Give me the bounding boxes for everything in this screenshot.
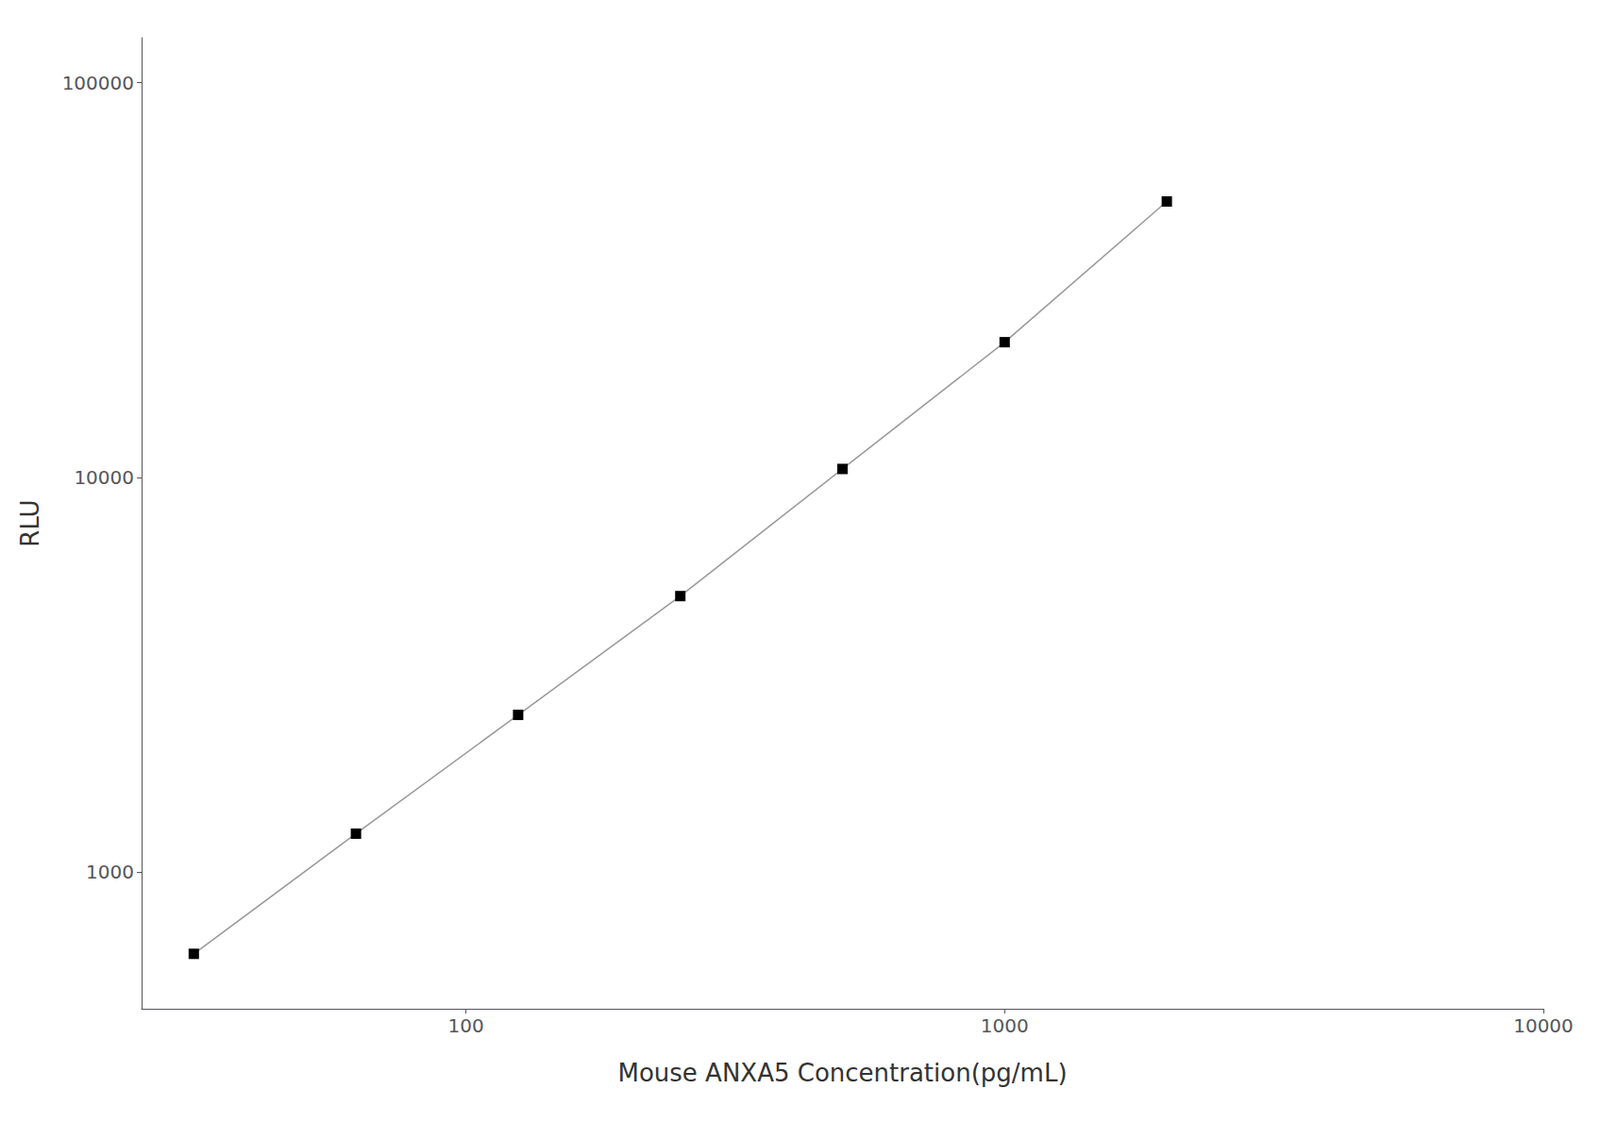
svg-text:1000: 1000 [85, 860, 135, 884]
svg-text:100: 100 [448, 1014, 485, 1038]
svg-text:10000: 10000 [73, 466, 135, 489]
svg-text:RLU: RLU [16, 499, 45, 547]
svg-text:Mouse ANXA5 Concentration(pg/m: Mouse ANXA5 Concentration(pg/mL) [617, 1059, 1067, 1088]
svg-text:1000: 1000 [980, 1014, 1029, 1038]
svg-text:100000: 100000 [62, 71, 135, 95]
svg-text:10000: 10000 [1513, 1014, 1574, 1038]
